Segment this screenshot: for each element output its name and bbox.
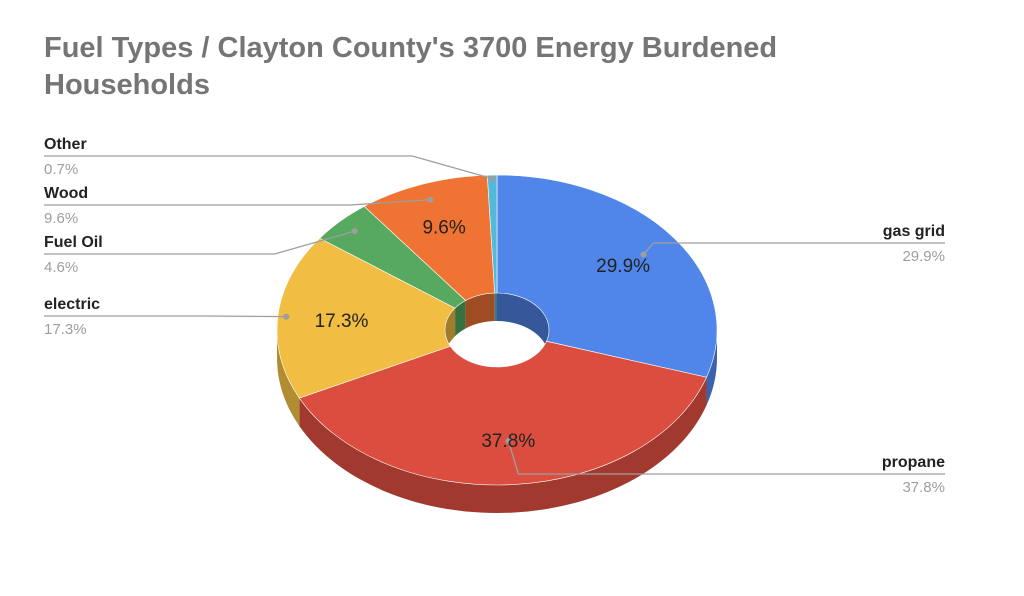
slice-label-gas-grid: 29.9% bbox=[596, 256, 650, 277]
legend-name-other: Other bbox=[44, 136, 87, 153]
legend-value-gas-grid: 29.9% bbox=[902, 248, 945, 265]
leader-line-gas-grid bbox=[642, 242, 945, 256]
slice-label-propane: 37.8% bbox=[481, 431, 535, 452]
legend-value-wood: 9.6% bbox=[44, 210, 78, 227]
leader-line-other bbox=[44, 155, 493, 180]
leader-dot-fuel-oil bbox=[351, 228, 358, 235]
slice-side-propane bbox=[299, 377, 707, 514]
slice-electric bbox=[276, 237, 456, 399]
chart-title: Fuel Types / Clayton County's 3700 Energ… bbox=[44, 32, 778, 101]
legend-name-fuel-oil: Fuel Oil bbox=[44, 234, 103, 251]
legend-value-electric: 17.3% bbox=[44, 321, 87, 338]
slice-other bbox=[486, 174, 498, 294]
slice-inner-wall-fuel-oil bbox=[455, 300, 466, 337]
legend-value-other: 0.7% bbox=[44, 161, 78, 178]
leader-dot-electric bbox=[283, 313, 290, 320]
legend-name-propane: propane bbox=[882, 454, 945, 471]
leader-line-wood bbox=[44, 199, 431, 206]
slice-inner-wall-wood bbox=[465, 293, 495, 329]
leader-dot-propane bbox=[505, 438, 512, 444]
slice-side-gas-grid bbox=[706, 330, 717, 406]
legend-value-propane: 37.8% bbox=[902, 479, 945, 496]
slice-propane bbox=[298, 340, 707, 486]
legend-name-gas-grid: gas grid bbox=[883, 223, 945, 240]
leader-line-fuel-oil bbox=[44, 230, 355, 255]
legend-value-fuel-oil: 4.6% bbox=[44, 259, 78, 276]
slice-label-wood: 9.6% bbox=[422, 217, 465, 238]
leader-dot-other bbox=[489, 175, 496, 182]
legend-name-electric: electric bbox=[44, 296, 100, 313]
slice-inner-wall-gas-grid bbox=[497, 293, 549, 358]
slice-gas-grid bbox=[496, 174, 718, 378]
slice-label-electric: 17.3% bbox=[315, 311, 369, 332]
legend-name-wood: Wood bbox=[44, 185, 88, 202]
leader-line-propane bbox=[507, 440, 945, 475]
leader-line-electric bbox=[44, 315, 287, 318]
slice-inner-wall-other bbox=[494, 293, 497, 322]
leader-dot-gas-grid bbox=[640, 251, 647, 258]
slice-side-electric bbox=[277, 330, 300, 427]
leader-dot-wood bbox=[427, 196, 434, 203]
